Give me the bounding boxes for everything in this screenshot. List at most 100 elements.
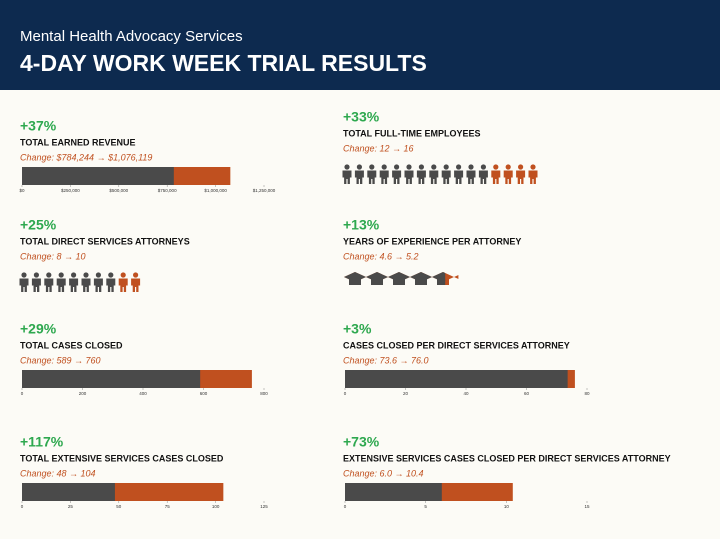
person-icon (44, 272, 54, 292)
icon-head (406, 164, 412, 170)
person-icon (56, 272, 66, 292)
person-icon (31, 272, 41, 292)
x-tick-label: $250,000 (61, 188, 80, 193)
panel-title: TOTAL CASES CLOSED (20, 340, 123, 350)
icon-head (456, 164, 462, 170)
person-icon (131, 272, 141, 292)
person-icon (404, 164, 414, 184)
icon-head (505, 164, 511, 170)
icon-body (106, 278, 116, 292)
icon-head (369, 164, 375, 170)
x-tick-label: 400 (139, 391, 147, 396)
panel-title: CASES CLOSED PER DIRECT SERVICES ATTORNE… (343, 340, 570, 350)
stat-change: +13% (343, 217, 380, 233)
cap-icon (388, 272, 410, 285)
bar (22, 167, 174, 185)
change-text: Change: $784,244 → $1,076,119 (20, 152, 152, 162)
x-tick-label: 100 (212, 504, 220, 509)
cap-icon (366, 272, 388, 285)
cap-top (454, 274, 459, 280)
icon-body (404, 170, 414, 184)
x-tick-label: 60 (524, 391, 530, 396)
icon-head (443, 164, 449, 170)
person-icon (19, 272, 29, 292)
cap-icon (344, 272, 366, 285)
icon-body (93, 278, 103, 292)
x-tick-label: 50 (116, 504, 122, 509)
x-tick-label: 0 (344, 391, 347, 396)
icon-body (354, 170, 364, 184)
person-icon (93, 272, 103, 292)
stat-change: +117% (20, 434, 64, 450)
icon-head (108, 272, 114, 278)
person-icon (528, 164, 538, 184)
x-tick-label: 0 (21, 391, 24, 396)
cap-base (349, 279, 361, 285)
icon-body (342, 170, 352, 184)
header-band (0, 0, 720, 90)
icon-body (416, 170, 426, 184)
icon-head (431, 164, 437, 170)
person-icon (106, 272, 116, 292)
bar (22, 370, 201, 388)
change-text: Change: 4.6 → 5.2 (343, 251, 419, 261)
panel-title: YEARS OF EXPERIENCE PER ATTORNEY (343, 236, 521, 246)
person-icon (118, 272, 128, 292)
change-text: Change: 8 → 10 (20, 251, 86, 261)
icon-body (379, 170, 389, 184)
icon-body (56, 278, 66, 292)
icon-head (468, 164, 474, 170)
person-icon (367, 164, 377, 184)
icon-head (71, 272, 77, 278)
icon-body (478, 170, 488, 184)
panel-title: TOTAL EXTENSIVE SERVICES CASES CLOSED (20, 453, 224, 463)
x-tick-label: 15 (584, 504, 590, 509)
cap-base (437, 279, 446, 285)
person-icon (379, 164, 389, 184)
bar (345, 370, 568, 388)
icon-body (392, 170, 402, 184)
change-text: Change: 589 → 760 (20, 355, 101, 365)
icon-body (131, 278, 141, 292)
person-icon (466, 164, 476, 184)
cap-icon (454, 274, 459, 280)
icon-body (528, 170, 538, 184)
cap-icon (410, 272, 432, 285)
icon-head (120, 272, 126, 278)
change-text: Change: 6.0 → 10.4 (343, 468, 424, 478)
icon-body (491, 170, 501, 184)
x-tick-label: 25 (68, 504, 74, 509)
icon-head (493, 164, 499, 170)
cap-base (393, 279, 405, 285)
icon-head (518, 164, 524, 170)
icon-body (466, 170, 476, 184)
person-icon (441, 164, 451, 184)
x-tick-label: $750,000 (158, 188, 177, 193)
icon-body (441, 170, 451, 184)
person-icon (69, 272, 79, 292)
person-icon (342, 164, 352, 184)
panel-title: TOTAL FULL-TIME EMPLOYEES (343, 128, 481, 138)
icon-body (69, 278, 79, 292)
x-tick-label: 5 (424, 504, 427, 509)
person-icon (503, 164, 513, 184)
stat-change: +33% (343, 109, 380, 125)
icon-head (418, 164, 424, 170)
change-text: Change: 48 → 104 (20, 468, 96, 478)
person-icon (354, 164, 364, 184)
page-title: 4-DAY WORK WEEK TRIAL RESULTS (20, 50, 427, 76)
x-tick-label: $0 (19, 188, 25, 193)
x-tick-label: 800 (260, 391, 268, 396)
icon-head (58, 272, 64, 278)
icon-body (44, 278, 54, 292)
x-tick-label: 80 (584, 391, 590, 396)
icon-head (21, 272, 27, 278)
person-icon (454, 164, 464, 184)
icon-body (516, 170, 526, 184)
icon-body (454, 170, 464, 184)
person-icon (491, 164, 501, 184)
icon-head (95, 272, 101, 278)
icon-body (367, 170, 377, 184)
icon-head (356, 164, 362, 170)
